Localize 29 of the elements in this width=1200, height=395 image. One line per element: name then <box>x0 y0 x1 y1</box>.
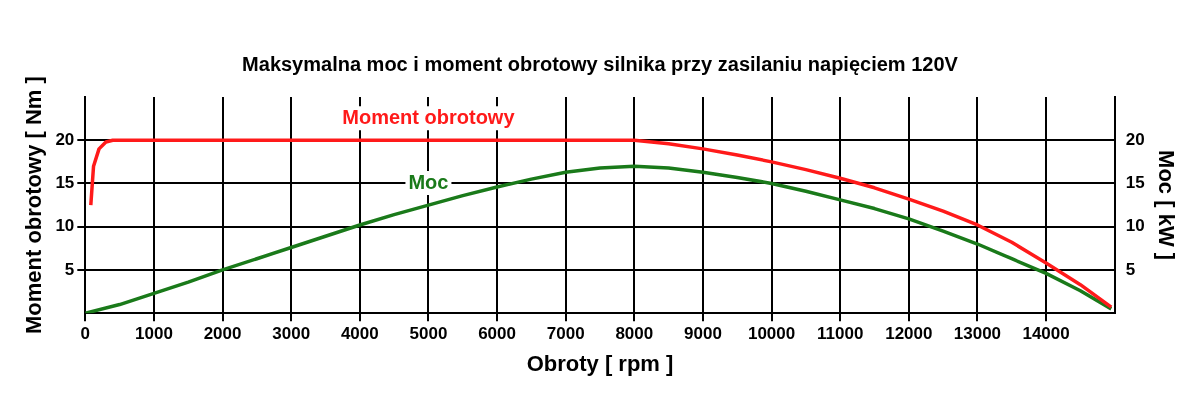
x-tick-label: 4000 <box>340 324 379 344</box>
y2-tick-label: 10 <box>1125 216 1145 236</box>
x-tick-label: 2000 <box>203 324 242 344</box>
x-tick-label: 9000 <box>684 324 722 344</box>
x-tick-label: 1000 <box>135 324 173 344</box>
x-tick-label: 13000 <box>953 324 1002 344</box>
y2-axis-title: Moc [ kW ] <box>1153 150 1179 261</box>
x-tick-label: 11000 <box>817 324 864 344</box>
x-tick-label: 12000 <box>885 324 933 344</box>
x-tick-label: 7000 <box>546 324 585 344</box>
x-tick-label: 6000 <box>478 324 516 344</box>
y-tick-label: 5 <box>64 259 75 279</box>
x-tick-label: 3000 <box>272 324 311 344</box>
chart-title: Maksymalna moc i moment obrotowy silnika przy zasilaniu napięciem 120V <box>242 52 959 75</box>
x-tick-label: 0 <box>80 324 91 344</box>
x-tick-label: 5000 <box>409 324 448 344</box>
series-label: Moment obrotowy <box>342 105 516 128</box>
y-tick-label: 20 <box>55 129 75 149</box>
y-axis-title: Moment obrotowy [ Nm ] <box>21 76 47 335</box>
y2-tick-label: 5 <box>1125 259 1136 279</box>
x-tick-label: 8000 <box>615 324 654 344</box>
y2-tick-label: 15 <box>1125 173 1145 193</box>
y-tick-label: 15 <box>55 173 75 193</box>
x-tick-label: 14000 <box>1022 324 1070 344</box>
y2-tick-label: 20 <box>1125 129 1145 149</box>
x-tick-label: 10000 <box>747 324 796 344</box>
x-axis-title: Obroty [ rpm ] <box>526 350 674 376</box>
y-tick-label: 10 <box>55 216 75 236</box>
series-label: Moc <box>408 170 449 193</box>
